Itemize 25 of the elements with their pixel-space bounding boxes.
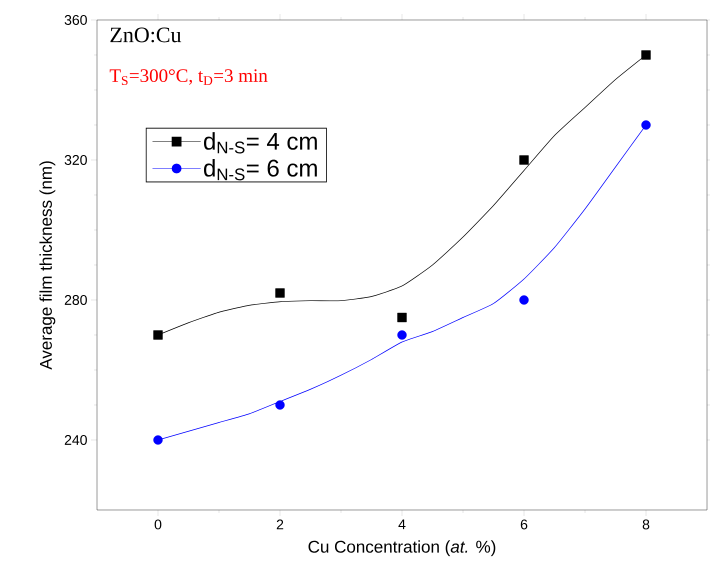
point bbox=[397, 330, 407, 340]
y-axis-title: Average film thickness (nm) bbox=[39, 161, 56, 370]
point bbox=[519, 155, 529, 165]
point bbox=[641, 120, 651, 130]
point bbox=[397, 312, 407, 322]
x-tick-label: 8 bbox=[642, 520, 650, 530]
point bbox=[519, 295, 529, 305]
legend-label: d$_{N-S}$= 4 cm bbox=[204, 132, 317, 154]
x-tick-label: 6 bbox=[520, 520, 528, 530]
annotation: T$_{S}$=300°C, t$_{D}$=3 min bbox=[110, 69, 268, 86]
legend-label: d$_{N-S}$= 6 cm bbox=[204, 159, 317, 180]
point bbox=[153, 435, 163, 445]
point bbox=[275, 400, 285, 410]
point bbox=[641, 50, 651, 60]
x-axis-title: Cu Concentration (at. %) bbox=[308, 540, 496, 556]
x-tick-label: 0 bbox=[154, 520, 162, 530]
point bbox=[275, 288, 285, 298]
y-tick-label: 360 bbox=[64, 15, 87, 25]
y-tick-label: 280 bbox=[64, 295, 87, 305]
y-tick-label: 320 bbox=[64, 155, 87, 165]
annotation: ZnO:Cu bbox=[110, 28, 182, 42]
point bbox=[153, 330, 163, 340]
x-tick-label: 4 bbox=[398, 520, 406, 530]
x-tick-label: 2 bbox=[276, 520, 284, 530]
y-tick-label: 240 bbox=[64, 435, 87, 445]
